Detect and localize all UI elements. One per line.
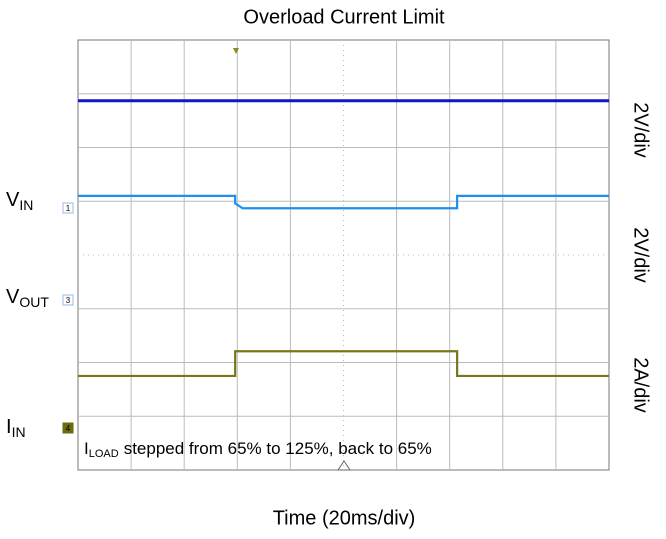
channel-marker — [62, 422, 74, 434]
trace — [78, 350, 609, 378]
channel-marker — [62, 202, 74, 214]
trigger-marker — [233, 48, 239, 54]
channel-marker-label: 1 — [66, 204, 71, 213]
channel-label-sub: IN — [12, 424, 26, 440]
channel-label-sub: OUT — [19, 294, 49, 310]
x-axis-label: Time (20ms/div) — [273, 507, 416, 529]
scale-label: 2V/div — [630, 102, 652, 158]
scale-label: 2A/div — [630, 357, 652, 413]
channel-label-sub: IN — [19, 197, 33, 213]
annotation-text: stepped from 65% to 125%, back to 65% — [124, 439, 432, 458]
channel-marker-label: 4 — [66, 424, 71, 433]
channel-label-main: V — [6, 286, 20, 308]
scale-label: 2V/div — [630, 227, 652, 283]
annotation-sub: LOAD — [89, 448, 119, 460]
channel-label-main: I — [6, 416, 12, 438]
channel-label: VOUT — [6, 286, 49, 309]
trace — [78, 194, 609, 210]
trigger-position — [337, 460, 351, 471]
chart-title: Overload Current Limit — [243, 6, 445, 28]
annotation-main: I — [84, 439, 89, 458]
channel-label: IIN — [6, 416, 26, 439]
annotation: ILOAD stepped from 65% to 125%, back to 6… — [84, 439, 432, 459]
channel-marker — [62, 294, 74, 306]
channel-marker-label: 3 — [66, 296, 71, 305]
channel-label-main: V — [6, 189, 20, 211]
channel-label: VIN — [6, 189, 33, 212]
